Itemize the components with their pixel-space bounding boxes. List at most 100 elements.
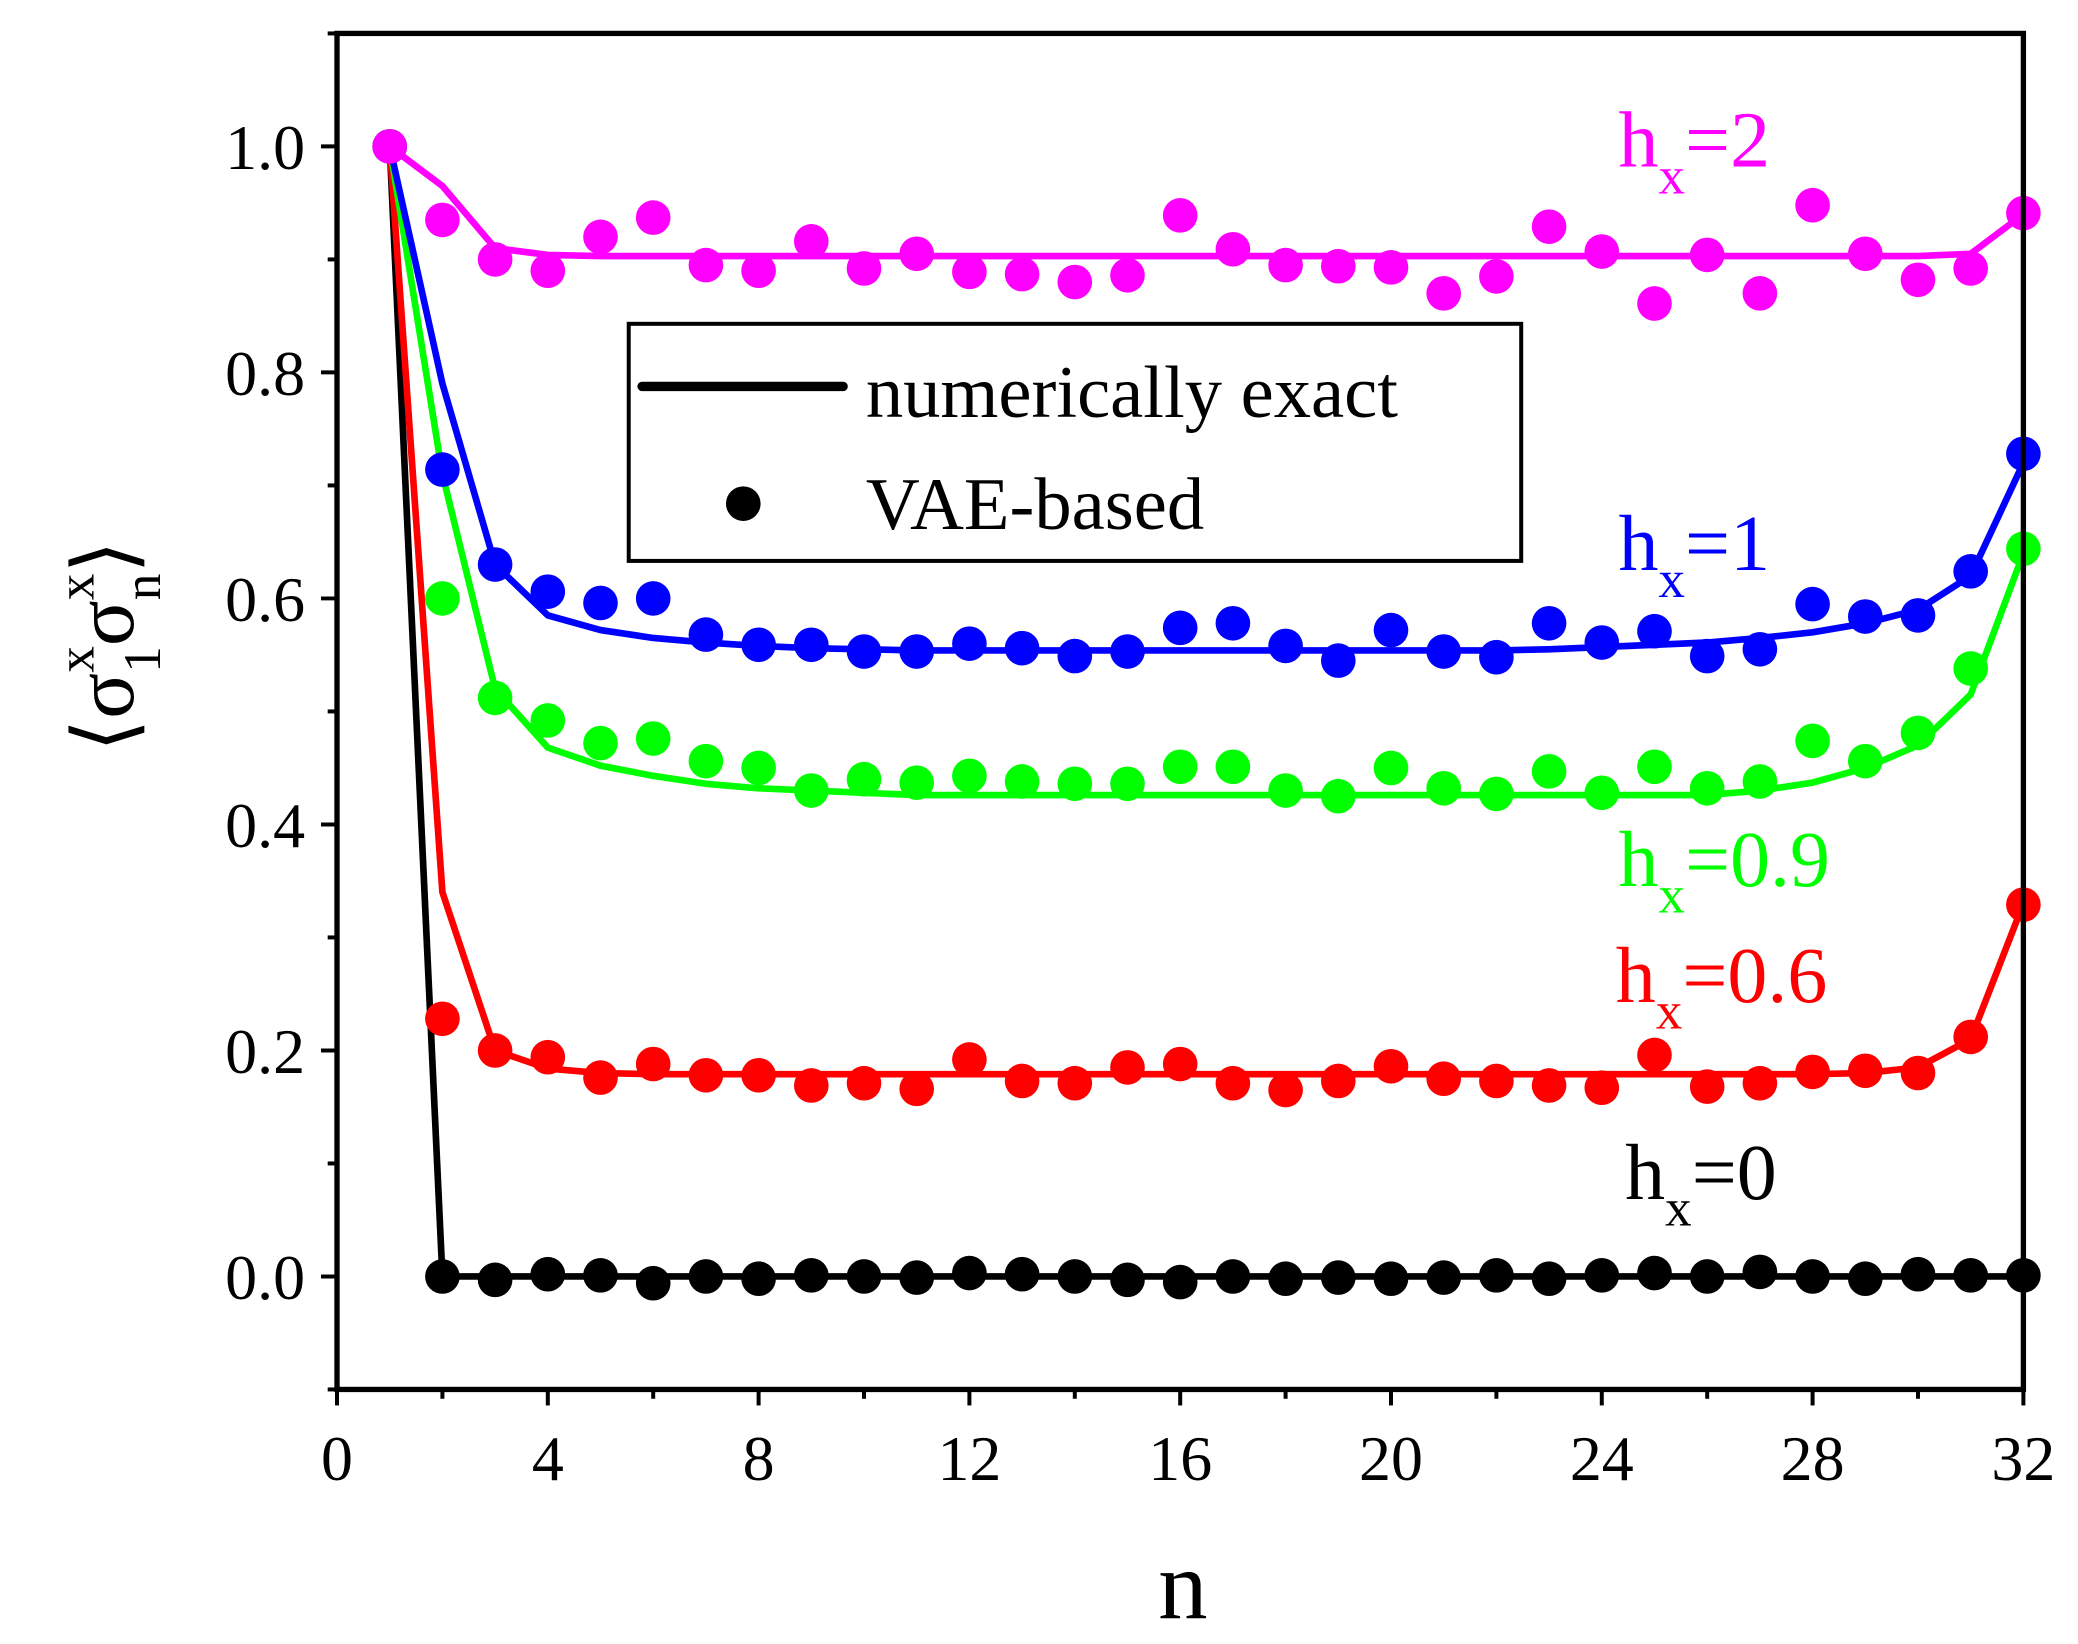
vae-point bbox=[635, 581, 671, 616]
vae-point bbox=[1162, 198, 1198, 233]
annotation-value: =2 bbox=[1685, 97, 1770, 185]
vae-point bbox=[1900, 1055, 1936, 1091]
vae-point bbox=[1742, 1065, 1778, 1101]
vae-point bbox=[1373, 612, 1409, 648]
series-annotation: hx=1 bbox=[1618, 500, 1770, 609]
vae-point bbox=[1637, 1037, 1672, 1073]
x-tick-label: 20 bbox=[1359, 1423, 1423, 1494]
vae-point bbox=[1637, 1255, 1672, 1291]
vae-point bbox=[1004, 630, 1040, 666]
vae-point bbox=[1689, 237, 1725, 273]
y-tick-label: 1.0 bbox=[225, 112, 305, 183]
vae-point bbox=[1110, 766, 1145, 802]
vae-point bbox=[846, 1065, 882, 1101]
annotation-sub: x bbox=[1656, 981, 1683, 1040]
vae-point bbox=[1110, 257, 1145, 293]
y-tick-label: 0.0 bbox=[225, 1242, 305, 1313]
vae-point bbox=[1373, 750, 1409, 786]
x-axis-label: n bbox=[1158, 1532, 1207, 1641]
vae-point bbox=[793, 773, 829, 808]
vae-point bbox=[688, 617, 724, 652]
vae-point bbox=[1531, 605, 1567, 641]
vae-point bbox=[1320, 248, 1356, 284]
vae-point bbox=[952, 758, 987, 794]
vae-point bbox=[1268, 773, 1303, 808]
vae-point bbox=[1742, 1254, 1778, 1290]
vae-point bbox=[899, 1260, 935, 1295]
y-tick-label: 0.8 bbox=[225, 338, 305, 409]
vae-point bbox=[583, 1060, 618, 1095]
vae-point bbox=[899, 236, 935, 272]
annotation-value: =0 bbox=[1692, 1129, 1777, 1217]
vae-point bbox=[1215, 749, 1251, 785]
vae-point bbox=[1110, 634, 1145, 669]
vae-point bbox=[1637, 613, 1672, 649]
vae-point bbox=[530, 1256, 566, 1292]
vae-point bbox=[793, 1068, 829, 1103]
vae-point bbox=[1057, 1065, 1093, 1101]
vae-point bbox=[1584, 775, 1620, 811]
vae-point bbox=[1531, 754, 1567, 789]
vae-point bbox=[1268, 1261, 1303, 1297]
vae-point bbox=[846, 761, 882, 797]
x-tick-label: 4 bbox=[532, 1423, 564, 1494]
vae-point bbox=[1110, 1262, 1145, 1298]
vae-point bbox=[846, 634, 882, 669]
vae-point bbox=[1057, 1259, 1093, 1294]
vae-point bbox=[1795, 1054, 1830, 1090]
vae-point bbox=[425, 581, 460, 616]
vae-point bbox=[846, 1259, 882, 1294]
vae-point bbox=[1004, 1256, 1040, 1292]
vae-point bbox=[1320, 1063, 1356, 1099]
annotation-main: h bbox=[1625, 1129, 1665, 1217]
annotation-main: h bbox=[1618, 816, 1658, 904]
vae-point bbox=[477, 680, 513, 716]
vae-point bbox=[1847, 743, 1883, 779]
vae-point bbox=[899, 634, 935, 669]
vae-point bbox=[1584, 1070, 1620, 1106]
vae-point bbox=[1795, 586, 1830, 622]
vae-point bbox=[741, 253, 776, 289]
vae-point bbox=[1479, 259, 1514, 294]
vae-point bbox=[1426, 276, 1462, 311]
annotation-main: h bbox=[1618, 97, 1658, 185]
vae-point bbox=[372, 129, 408, 164]
vae-point bbox=[425, 452, 460, 487]
vae-point bbox=[1426, 634, 1462, 669]
vae-point bbox=[1162, 610, 1198, 646]
vae-point bbox=[1953, 1019, 1989, 1055]
vae-point bbox=[688, 1057, 724, 1093]
vae-point bbox=[741, 627, 776, 663]
y-tick-label: 0.6 bbox=[225, 564, 305, 635]
series-annotations: hx=2hx=1hx=0.9hx=0.6hx=0 bbox=[1616, 97, 1830, 1238]
legend: numerically exact VAE-based bbox=[626, 321, 1524, 563]
annotation-value: =0.9 bbox=[1685, 816, 1830, 904]
vae-point bbox=[1742, 764, 1778, 799]
vae-point bbox=[583, 725, 618, 761]
annotation-sub: x bbox=[1658, 550, 1685, 609]
vae-point bbox=[477, 547, 513, 582]
vae-point bbox=[1268, 247, 1303, 283]
vae-point bbox=[1953, 651, 1989, 686]
vae-point bbox=[635, 1265, 671, 1301]
vae-point bbox=[1268, 1072, 1303, 1108]
legend-label-exact: numerically exact bbox=[866, 352, 1398, 434]
vae-point bbox=[688, 247, 724, 283]
vae-point bbox=[1689, 770, 1725, 806]
vae-point bbox=[1479, 639, 1514, 675]
vae-point bbox=[1584, 234, 1620, 269]
x-tick-label: 32 bbox=[1991, 1423, 2055, 1494]
vae-point bbox=[1426, 1260, 1462, 1295]
legend-box bbox=[626, 321, 1524, 563]
x-tick-label: 8 bbox=[743, 1423, 775, 1494]
vae-point bbox=[1900, 598, 1936, 633]
vae-point bbox=[1742, 276, 1778, 311]
vae-point bbox=[1110, 1050, 1145, 1085]
vae-point bbox=[1953, 251, 1989, 286]
plot-frame bbox=[334, 30, 2027, 1393]
vae-point bbox=[425, 202, 460, 238]
vae-point bbox=[1847, 1053, 1883, 1089]
vae-point bbox=[1320, 643, 1356, 678]
vae-point bbox=[1215, 605, 1251, 641]
vae-point bbox=[1320, 778, 1356, 814]
